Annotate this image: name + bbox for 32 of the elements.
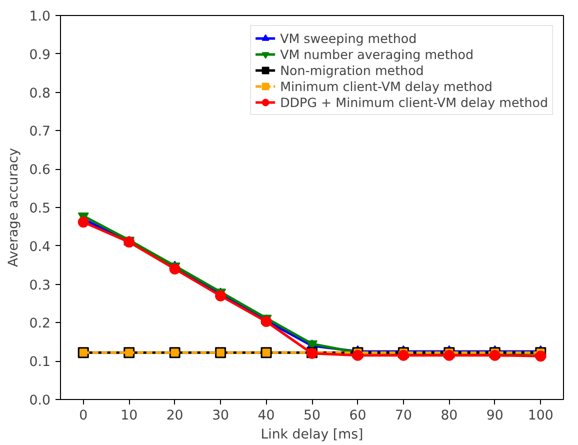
x-tick-label: 30 bbox=[212, 408, 230, 424]
y-tick-label: 0.5 bbox=[29, 202, 51, 216]
y-tick-label: 0.4 bbox=[29, 240, 51, 255]
y-tick-label: 0.6 bbox=[29, 163, 51, 178]
y-tick-label: 1.0 bbox=[29, 10, 51, 24]
point bbox=[260, 316, 272, 328]
x-axis-title: Link delay [ms] bbox=[260, 428, 364, 442]
y-axis-title: Average accuracy bbox=[6, 148, 22, 268]
x-tick-label: 90 bbox=[486, 408, 504, 424]
legend-label: Minimum client-VM delay method bbox=[280, 78, 492, 94]
x-tick-label: 60 bbox=[349, 408, 366, 424]
x-tick-label: 50 bbox=[304, 408, 320, 424]
y-tick-label: 0.0 bbox=[29, 394, 51, 408]
x-tick-label: 20 bbox=[166, 408, 184, 424]
y-tick-label: 0.2 bbox=[29, 316, 51, 332]
y-tick-label: 0.1 bbox=[29, 355, 51, 370]
x-tick-label: 80 bbox=[440, 408, 458, 424]
y-tick-label: 0.7 bbox=[29, 124, 51, 140]
x-tick-label: 40 bbox=[258, 408, 275, 424]
x-tick-label: 10 bbox=[120, 408, 138, 424]
legend-label: DDPG + Minimum client-VM delay method bbox=[280, 94, 548, 110]
legend-label: VM sweeping method bbox=[280, 30, 417, 46]
x-tick-label: 100 bbox=[528, 408, 554, 424]
legend-label: Non-migration method bbox=[280, 62, 424, 78]
y-tick-label: 0.9 bbox=[29, 48, 51, 63]
y-tick-label: 0.3 bbox=[29, 278, 51, 294]
x-tick-label: 0 bbox=[79, 408, 88, 424]
y-tick-label: 0.8 bbox=[29, 86, 51, 102]
point bbox=[78, 216, 89, 228]
point bbox=[215, 290, 226, 302]
legend-label: VM number averaging method bbox=[280, 46, 474, 62]
x-tick-label: 70 bbox=[394, 408, 412, 424]
